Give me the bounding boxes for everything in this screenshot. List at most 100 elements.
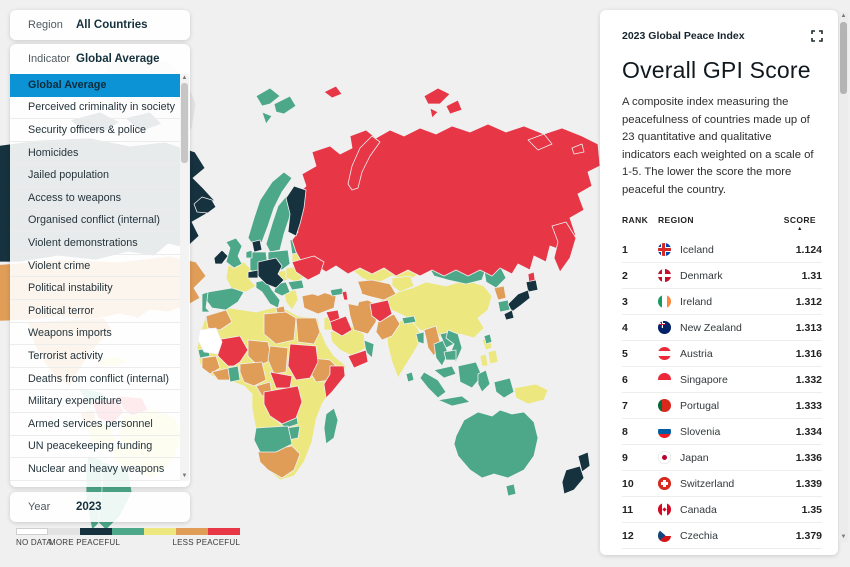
column-rank[interactable]: RANK [622, 215, 649, 225]
rank-cell: 10 [622, 477, 634, 490]
indicator-option-political-instability[interactable]: Political instability [10, 277, 180, 300]
ranking-row[interactable]: 11 Canada 1.35 [622, 496, 822, 522]
ranking-row[interactable]: 13Finland1.399 [622, 548, 822, 555]
indicator-header[interactable]: Indicator Global Average [10, 44, 190, 74]
rank-cell: 9 [622, 451, 628, 464]
scrollbar-thumb[interactable] [840, 22, 847, 94]
rank-cell: 5 [622, 347, 628, 360]
indicator-option-military-expenditure[interactable]: Military expenditure [10, 390, 180, 413]
country-flag-icon [658, 295, 671, 308]
column-score[interactable]: SCORE ▲ [783, 215, 816, 232]
country-flag-icon [658, 399, 671, 412]
panel-title: 2023 Global Peace Index [622, 30, 745, 42]
rank-cell: 12 [622, 529, 634, 542]
ranking-row[interactable]: 6 Singapore 1.332 [622, 366, 822, 392]
indicator-option-violent-crime[interactable]: Violent crime [10, 255, 180, 278]
score-cell: 1.334 [795, 425, 822, 438]
panel-scrollbar[interactable]: ▲ ▼ [839, 12, 848, 542]
indicator-list-scrollbar[interactable]: ▲ ▼ [180, 74, 189, 481]
indicator-option-nuclear-and-heavy-weapons[interactable]: Nuclear and heavy weapons [10, 458, 180, 481]
expand-icon[interactable] [811, 30, 823, 42]
country-flag-icon [658, 373, 671, 386]
indicator-value[interactable]: Global Average [76, 53, 160, 65]
ranking-row[interactable]: 8 Slovenia 1.334 [622, 418, 822, 444]
score-cell: 1.332 [795, 373, 822, 386]
country-name: Ireland [680, 295, 713, 308]
scroll-up-icon[interactable]: ▲ [181, 75, 188, 81]
legend-more-peaceful-label: MORE PEACEFUL [49, 538, 121, 547]
map-seas [304, 276, 362, 306]
ranking-row[interactable]: 2 Denmark 1.31 [622, 262, 822, 288]
score-cell: 1.35 [801, 503, 822, 516]
legend-segment-green [112, 528, 144, 535]
indicator-option-global-average[interactable]: Global Average [10, 74, 180, 97]
country-flag-icon [658, 451, 671, 464]
rank-cell: 3 [622, 295, 628, 308]
map-countries-no-data[interactable] [197, 327, 223, 355]
year-value[interactable]: 2023 [76, 501, 102, 513]
indicator-option-jailed-population[interactable]: Jailed population [10, 164, 180, 187]
scroll-up-icon[interactable]: ▲ [840, 13, 847, 19]
ranking-row[interactable]: 4 New Zealand 1.313 [622, 314, 822, 340]
indicator-option-perceived-criminality-in-society[interactable]: Perceived criminality in society [10, 97, 180, 120]
score-cell: 1.379 [795, 529, 822, 542]
indicator-option-terrorist-activity[interactable]: Terrorist activity [10, 345, 180, 368]
score-cell: 1.124 [795, 243, 822, 256]
page-title: Overall GPI Score [622, 57, 811, 83]
region-value[interactable]: All Countries [76, 19, 148, 31]
indicator-option-weapons-imports[interactable]: Weapons imports [10, 323, 180, 346]
country-name: New Zealand [680, 321, 742, 334]
ranking-row[interactable]: 5 Austria 1.316 [622, 340, 822, 366]
indicator-option-access-to-weapons[interactable]: Access to weapons [10, 187, 180, 210]
indicator-option-violent-demonstrations[interactable]: Violent demonstrations [10, 232, 180, 255]
rank-cell: 4 [622, 321, 628, 334]
ranking-row[interactable]: 9 Japan 1.336 [622, 444, 822, 470]
ranking-row[interactable]: 7 Portugal 1.333 [622, 392, 822, 418]
indicator-option-political-terror[interactable]: Political terror [10, 300, 180, 323]
country-flag-icon [658, 425, 671, 438]
scroll-down-icon[interactable]: ▼ [840, 534, 847, 540]
country-flag-icon [658, 347, 671, 360]
ranking-row[interactable]: 12 Czechia 1.379 [622, 522, 822, 548]
rank-cell: 11 [622, 503, 634, 516]
legend-color-bar [16, 528, 240, 535]
year-filter[interactable]: Year 2023 [10, 492, 190, 522]
scrollbar-thumb[interactable] [181, 83, 188, 163]
country-name: Portugal [680, 399, 720, 412]
score-cell: 1.313 [795, 321, 822, 334]
legend-less-peaceful-label: LESS PEACEFUL [172, 538, 240, 547]
country-name: Canada [680, 503, 717, 516]
scroll-down-icon[interactable]: ▼ [181, 473, 188, 479]
indicator-option-homicides[interactable]: Homicides [10, 142, 180, 165]
country-flag-icon [658, 529, 671, 542]
sort-ascending-icon: ▲ [796, 226, 803, 232]
rank-cell: 7 [622, 399, 628, 412]
column-region[interactable]: REGION [658, 215, 694, 225]
rank-cell: 8 [622, 425, 628, 438]
legend-no-data-label: NO DATA [16, 538, 52, 547]
legend-segment-white [16, 528, 48, 535]
ranking-row[interactable]: 1 Iceland 1.124 [622, 237, 822, 262]
country-flag-icon [658, 321, 671, 334]
score-cell: 1.339 [795, 477, 822, 490]
ranking-row[interactable]: 3 Ireland 1.312 [622, 288, 822, 314]
country-flag-icon [658, 477, 671, 490]
country-flag-icon [658, 269, 671, 282]
country-name: Singapore [680, 373, 728, 386]
country-name: Iceland [680, 243, 714, 256]
indicator-option-organised-conflict-internal[interactable]: Organised conflict (internal) [10, 210, 180, 233]
legend-segment-yellow [144, 528, 176, 535]
indicator-option-un-peacekeeping-funding[interactable]: UN peacekeeping funding [10, 436, 180, 459]
country-name: Switzerland [680, 477, 735, 490]
ranking-row[interactable]: 10 Switzerland 1.339 [622, 470, 822, 496]
indicator-option-security-officers-police[interactable]: Security officers & police [10, 119, 180, 142]
indicator-option-deaths-from-conflict-internal[interactable]: Deaths from conflict (internal) [10, 368, 180, 391]
country-name: Czechia [680, 529, 718, 542]
country-flag-icon [658, 243, 671, 256]
country-name: Austria [680, 347, 713, 360]
legend-segment-navy [80, 528, 112, 535]
rank-cell: 1 [622, 243, 628, 256]
region-filter[interactable]: Region All Countries [10, 10, 190, 40]
year-label: Year [28, 501, 51, 513]
indicator-option-armed-services-personnel[interactable]: Armed services personnel [10, 413, 180, 436]
